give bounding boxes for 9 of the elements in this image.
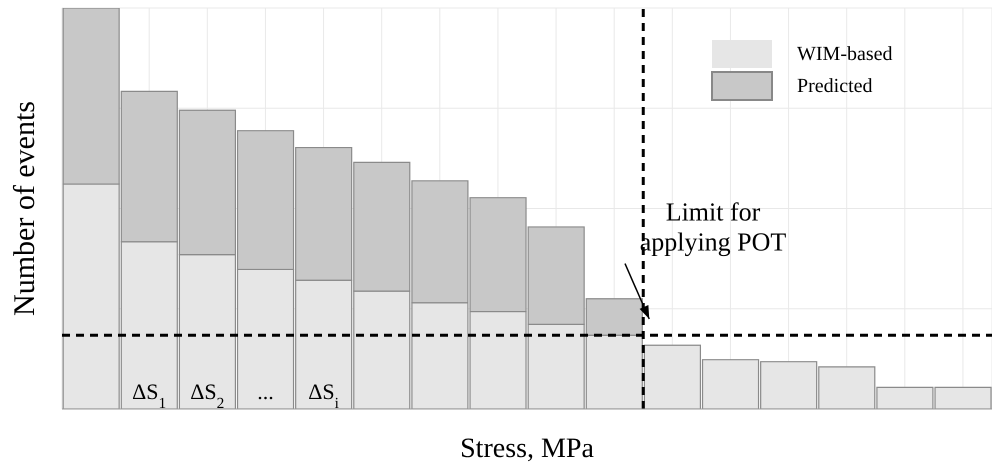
annotation: ΔS$_{2}$ (190, 379, 224, 412)
x-axis-title: Stress, MPa (460, 433, 594, 464)
annotation: ΔS$_{1}$ (132, 379, 166, 412)
annotation: Limit for applying POT (640, 198, 786, 257)
annotation: ... (257, 379, 274, 404)
legend-label: WIM-based (797, 43, 893, 65)
legend-label: Predicted (797, 75, 873, 97)
y-axis-title: Number of events (8, 101, 41, 316)
annotation: ΔS$_{i}$ (308, 379, 339, 412)
